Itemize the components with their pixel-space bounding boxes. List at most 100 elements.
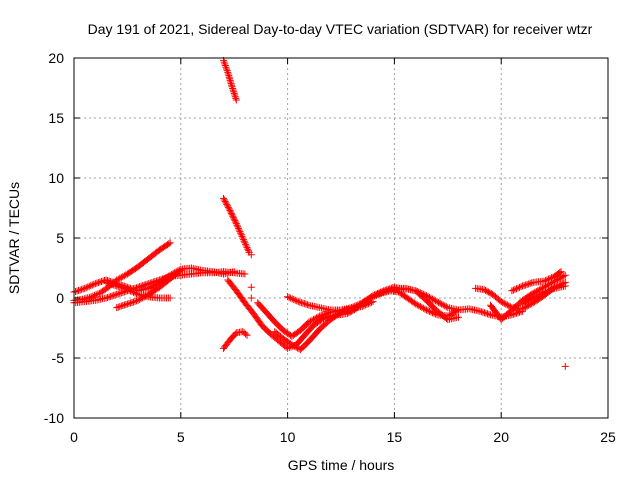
data-point-interp [438,300,446,308]
data-point-interp [165,240,173,248]
data-point [540,277,548,285]
data-point-interp [122,271,130,279]
data-point [166,294,174,302]
data-point-interp [229,86,237,94]
data-point-interp [421,305,429,313]
data-point-interp [233,221,241,229]
data-point-interp [228,211,236,219]
data-point-interp [125,299,133,307]
data-point-interp [381,287,389,295]
data-point-interp [227,209,235,217]
data-point-interp [415,302,423,310]
data-point [480,286,488,294]
y-axis-label: SDTVAR / TECUs [6,182,22,294]
data-point-interp [285,293,293,301]
data-point [508,287,516,295]
data-point-interp [363,300,371,308]
data-point-interp [516,283,524,291]
data-point-interp [227,208,235,216]
data-point-interp [243,244,251,252]
data-point-interp [322,310,330,318]
data-point-interp [242,330,250,338]
data-point-interp [546,274,554,282]
data-point-interp [512,309,520,317]
data-point [476,307,484,315]
data-point-interp [556,269,564,277]
data-point [358,302,366,310]
data-points [70,56,569,370]
data-point-interp [108,292,116,300]
data-point-interp [520,299,528,307]
data-point-interp [125,286,133,294]
data-point-interp [231,217,239,225]
data-point-interp [85,282,93,290]
data-point-interp [555,275,563,283]
data-point [288,341,296,349]
data-point-interp [232,94,240,102]
data-point-interp [229,212,237,220]
data-point [369,292,377,300]
data-point-interp [427,294,435,302]
data-point-interp [116,289,124,297]
data-point-interp [483,310,491,318]
data-point [232,96,240,104]
data-point-interp [139,294,147,302]
data-point-interp [480,309,488,317]
data-point [113,290,121,298]
data-point-interp [439,301,447,309]
data-point-interp [499,298,507,306]
data-point-interp [528,279,536,287]
x-tick-label: 0 [70,429,78,445]
data-point-interp [288,295,296,303]
data-point-interp [117,284,125,292]
data-point-interp [133,290,141,298]
data-point-interp [511,310,519,318]
data-point [226,206,234,214]
data-point-interp [146,284,154,292]
data-point-interp [82,284,90,292]
data-point-interp [122,285,130,293]
data-point-interp [300,300,308,308]
data-point-interp [537,290,545,298]
data-point [113,304,121,312]
data-point [316,312,324,320]
data-point-interp [522,298,530,306]
data-point-interp [526,296,534,304]
data-point-interp [230,89,238,97]
data-point [305,318,313,326]
data-point-interp [139,282,147,290]
data-point-interp [96,278,104,286]
data-point-interp [366,299,374,307]
y-tick-label: 20 [48,50,64,66]
data-point [177,266,185,274]
data-point [123,286,131,294]
y-tick-label: -5 [52,350,65,366]
data-point [81,284,89,292]
data-point-interp [93,279,101,287]
data-point-interp [237,231,245,239]
y-tick-label: 0 [56,290,64,306]
data-point [284,344,292,352]
data-point [422,306,430,314]
data-point-interp [76,286,84,294]
data-point-interp [221,62,229,70]
data-point-interp [73,287,81,295]
data-point-interp [120,285,128,293]
data-point-interp [514,284,522,292]
data-point-interp [149,282,157,290]
data-point-interp [289,342,297,350]
data-point-interp [88,281,96,289]
data-point-interp [558,273,566,281]
data-point-interp [234,224,242,232]
grid-lines [74,58,608,418]
data-point-interp [516,308,524,316]
data-point [284,293,292,301]
data-point [318,316,326,324]
data-point-interp [528,295,536,303]
data-point-interp [424,307,432,315]
data-point-interp [222,63,230,71]
data-point-interp [237,229,245,237]
data-point-interp [117,302,125,310]
data-point [102,278,110,286]
data-point-interp [435,298,443,306]
